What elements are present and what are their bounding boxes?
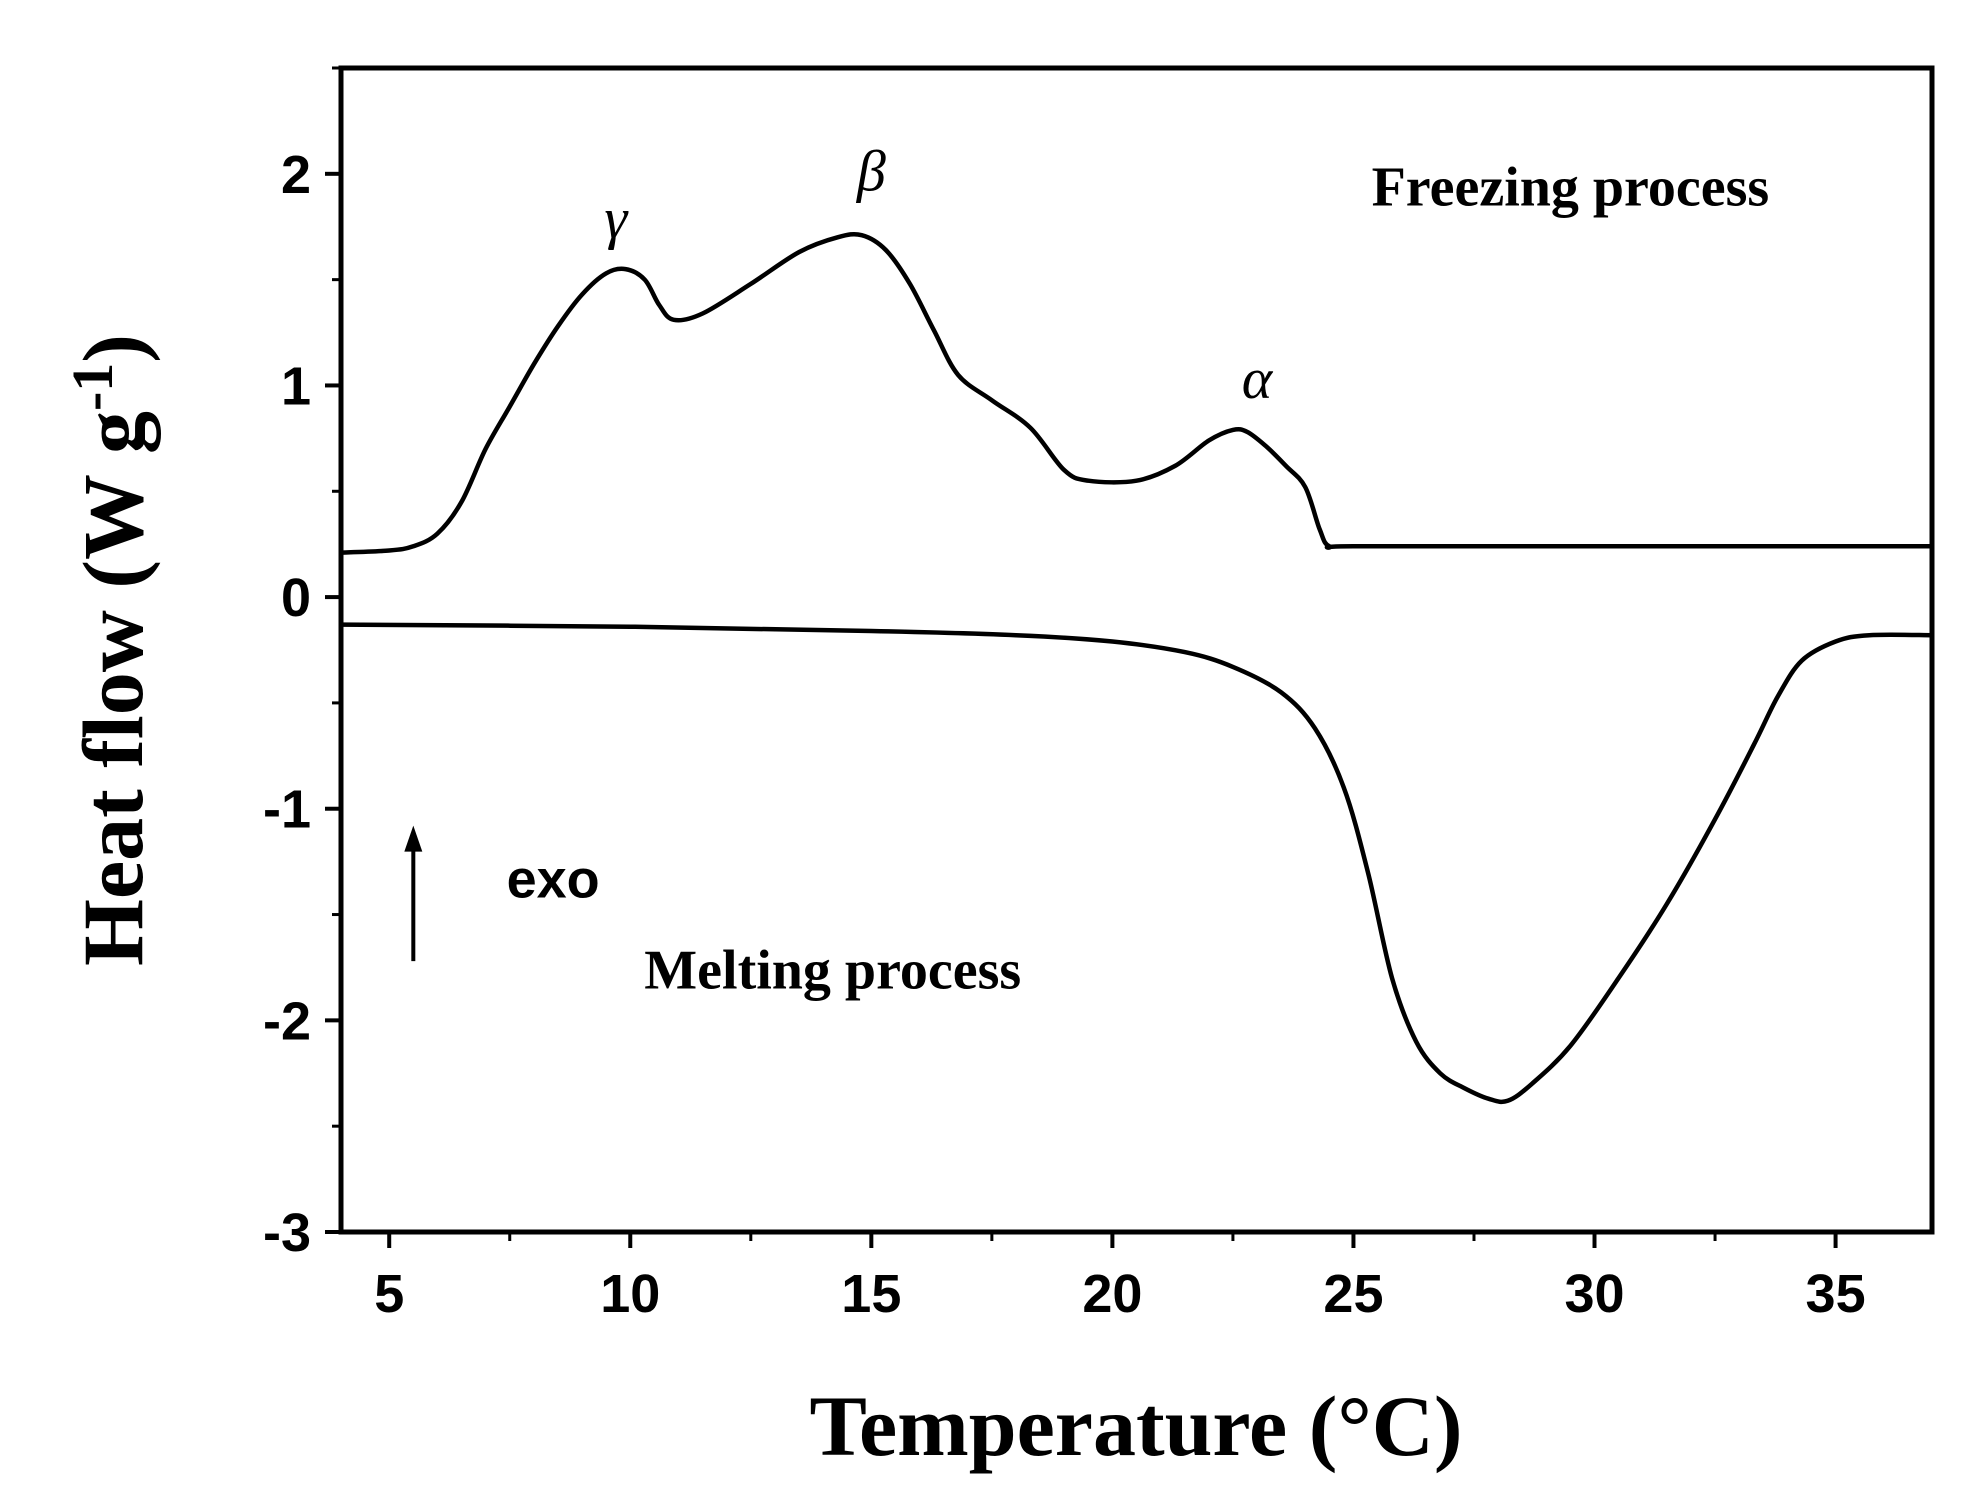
x-axis-title: Temperature (°C) bbox=[810, 1378, 1463, 1474]
exo-arrowhead-icon bbox=[404, 825, 423, 852]
x-tick-label-35: 35 bbox=[1806, 1264, 1866, 1324]
y-tick-label-1: 1 bbox=[281, 356, 311, 416]
y-axis-title: Heat flow (W g-1) bbox=[60, 334, 161, 966]
y-tick-label-0: 0 bbox=[281, 568, 311, 628]
y-tick-label-2: 2 bbox=[281, 145, 311, 205]
series-line-melting bbox=[338, 622, 1935, 1105]
x-tick-label-30: 30 bbox=[1564, 1264, 1624, 1324]
x-tick-label-25: 25 bbox=[1323, 1264, 1383, 1324]
x-tick-label-10: 10 bbox=[600, 1264, 660, 1324]
y-tick-label--2: -2 bbox=[263, 991, 311, 1051]
y-axis-title-main: Heat flow (W g bbox=[65, 411, 161, 966]
beta-peak-label: β bbox=[856, 139, 886, 204]
plot-frame bbox=[338, 65, 1935, 1235]
y-axis-title-close: ) bbox=[65, 334, 161, 363]
gamma-peak-label: γ bbox=[604, 185, 629, 250]
x-tick-label-20: 20 bbox=[1082, 1264, 1142, 1324]
x-tick-label-5: 5 bbox=[374, 1264, 404, 1324]
alpha-peak-label: α bbox=[1242, 346, 1274, 411]
series-line-freezing bbox=[338, 231, 1935, 555]
x-tick-label-15: 15 bbox=[841, 1264, 901, 1324]
tick-marks bbox=[325, 66, 1838, 1248]
melting-process-label: Melting process bbox=[644, 940, 1021, 1002]
y-tick-label--1: -1 bbox=[263, 780, 311, 840]
freezing-process-label: Freezing process bbox=[1372, 157, 1770, 219]
exo-label: exo bbox=[507, 850, 600, 910]
y-tick-label--3: -3 bbox=[263, 1203, 311, 1263]
y-axis-title-superscript: -1 bbox=[60, 363, 125, 411]
tick-labels: 5 10 15 20 25 30 35 -3 -2 -1 0 1 2 bbox=[263, 145, 1866, 1324]
